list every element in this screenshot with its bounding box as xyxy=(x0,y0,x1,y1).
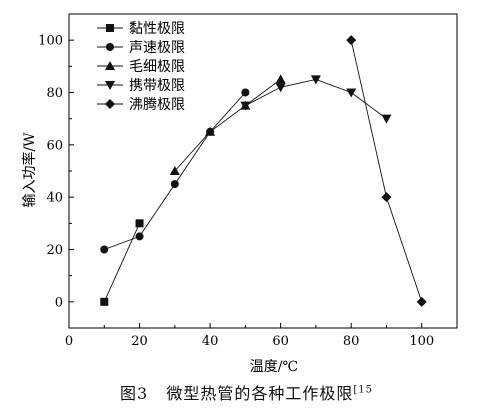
caption-reference: [15 xyxy=(353,384,374,396)
legend-item: 声速极限 xyxy=(97,40,185,56)
data-point xyxy=(310,75,321,85)
axes-frame xyxy=(68,13,458,329)
y-tick-label: 20 xyxy=(46,243,63,258)
data-point xyxy=(170,180,179,189)
x-tick-label: 40 xyxy=(202,334,219,349)
data-point xyxy=(205,126,216,136)
x-tick-label: 60 xyxy=(272,334,289,349)
series-layer xyxy=(100,35,427,307)
series-1 xyxy=(100,219,144,306)
x-tick-label: 0 xyxy=(65,334,73,349)
legend-marker-icon xyxy=(106,43,114,51)
legend-marker-icon xyxy=(105,99,115,109)
legend-marker-icon xyxy=(105,61,115,70)
y-tick-label: 0 xyxy=(55,295,63,310)
series-line xyxy=(103,223,140,303)
legend-label: 黏性极限 xyxy=(129,21,185,37)
x-tick-label: 20 xyxy=(131,334,148,349)
data-point xyxy=(346,88,357,98)
data-point xyxy=(416,296,427,307)
series-line xyxy=(350,40,423,302)
x-tick-label: 80 xyxy=(343,334,360,349)
series-5 xyxy=(346,35,427,307)
y-tick-label: 80 xyxy=(46,86,63,101)
data-point xyxy=(135,232,144,241)
legend-marker-icon xyxy=(105,81,115,90)
y-axis-label: 输入功率/W xyxy=(21,132,38,208)
data-point xyxy=(100,297,109,306)
data-point xyxy=(381,192,392,203)
x-axis-label: 温度/℃ xyxy=(250,359,298,375)
data-point xyxy=(241,88,250,97)
legend-marker-icon xyxy=(106,24,114,32)
legend-label: 声速极限 xyxy=(129,40,185,56)
series-4 xyxy=(240,75,392,124)
y-tick-label: 40 xyxy=(46,191,63,206)
figure-caption: 图3 微型热管的各种工作极限[15 xyxy=(0,380,493,404)
legend-item: 沸腾极限 xyxy=(97,96,185,113)
data-point xyxy=(275,74,286,84)
series-line xyxy=(245,78,387,120)
series-line xyxy=(174,79,281,172)
x-tick-label: 100 xyxy=(409,334,434,349)
legend-label: 沸腾极限 xyxy=(129,96,185,113)
caption-text: 微型热管的各种工作极限 xyxy=(166,384,354,403)
data-point xyxy=(381,114,392,124)
legend-item: 毛细极限 xyxy=(97,59,185,75)
plot-frame xyxy=(68,13,458,329)
data-point xyxy=(169,166,180,175)
series-3 xyxy=(169,74,286,175)
legend-item: 黏性极限 xyxy=(97,21,185,37)
y-tick-label: 60 xyxy=(46,138,63,153)
legend-item: 携带极限 xyxy=(97,78,185,94)
caption-figure-number: 图3 xyxy=(119,384,149,403)
data-point xyxy=(100,245,109,254)
data-point xyxy=(135,219,144,228)
data-point xyxy=(275,83,286,93)
data-point xyxy=(346,35,357,46)
y-tick-label: 100 xyxy=(38,34,63,49)
ticks: 0 20 40 60 80 100 0 20 40 60 80 100 xyxy=(38,34,434,349)
legend-label: 携带极限 xyxy=(129,78,185,94)
data-point xyxy=(240,101,251,111)
legend-label: 毛细极限 xyxy=(129,59,185,75)
